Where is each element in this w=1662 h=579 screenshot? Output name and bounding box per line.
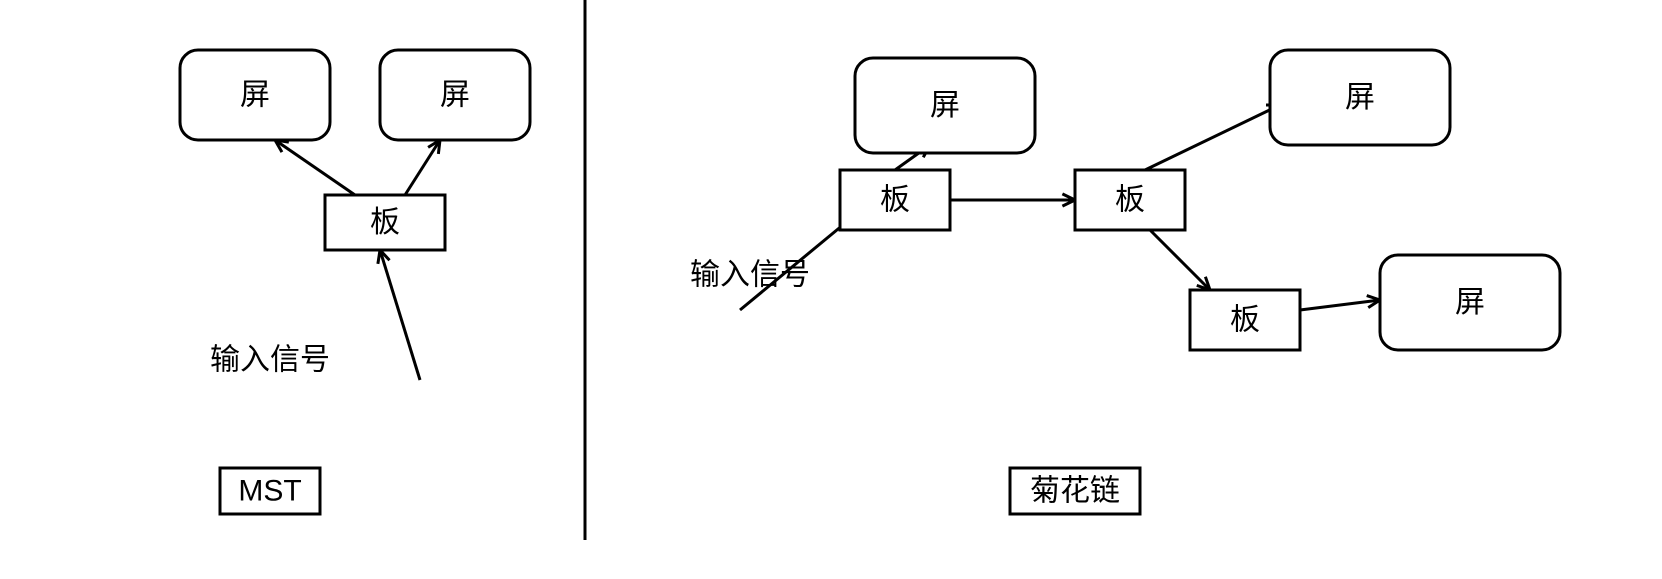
right-screen-2-label: 屏	[1345, 81, 1375, 114]
left-screen-1-label: 屏	[240, 79, 270, 112]
right-caption-text: 菊花链	[1030, 475, 1120, 508]
right-caption: 菊花链	[1010, 468, 1140, 514]
right-board-1: 板	[840, 170, 950, 230]
right-board-1-label: 板	[880, 184, 910, 217]
right-screen-3-label: 屏	[1455, 286, 1485, 319]
left-caption-text: MST	[238, 475, 301, 508]
right-edge-3	[1145, 105, 1280, 170]
left-board: 板	[325, 195, 445, 250]
right-screen-3: 屏	[1380, 255, 1560, 350]
right-board-2: 板	[1075, 170, 1185, 230]
left-screen-1: 屏	[180, 50, 330, 140]
right-screen-1-label: 屏	[930, 89, 960, 122]
right-board-2-label: 板	[1115, 184, 1145, 217]
left-input-label: 输入信号	[210, 344, 330, 377]
right-edge-4	[1150, 230, 1210, 290]
right-board-3-label: 板	[1230, 304, 1260, 337]
right-board-3: 板	[1190, 290, 1300, 350]
left-screen-2-label: 屏	[440, 79, 470, 112]
right-edge-5	[1300, 296, 1380, 310]
right-input-label: 输入信号	[690, 259, 810, 292]
left-edge-2	[405, 140, 440, 195]
left-edge-1	[275, 140, 355, 195]
right-screen-1: 屏	[855, 58, 1035, 153]
left-edge-0	[378, 250, 420, 380]
right-screen-2: 屏	[1270, 50, 1450, 145]
left-screen-2: 屏	[380, 50, 530, 140]
left-caption: MST	[220, 468, 320, 514]
left-board-label: 板	[370, 206, 400, 239]
right-edge-2	[950, 194, 1075, 206]
